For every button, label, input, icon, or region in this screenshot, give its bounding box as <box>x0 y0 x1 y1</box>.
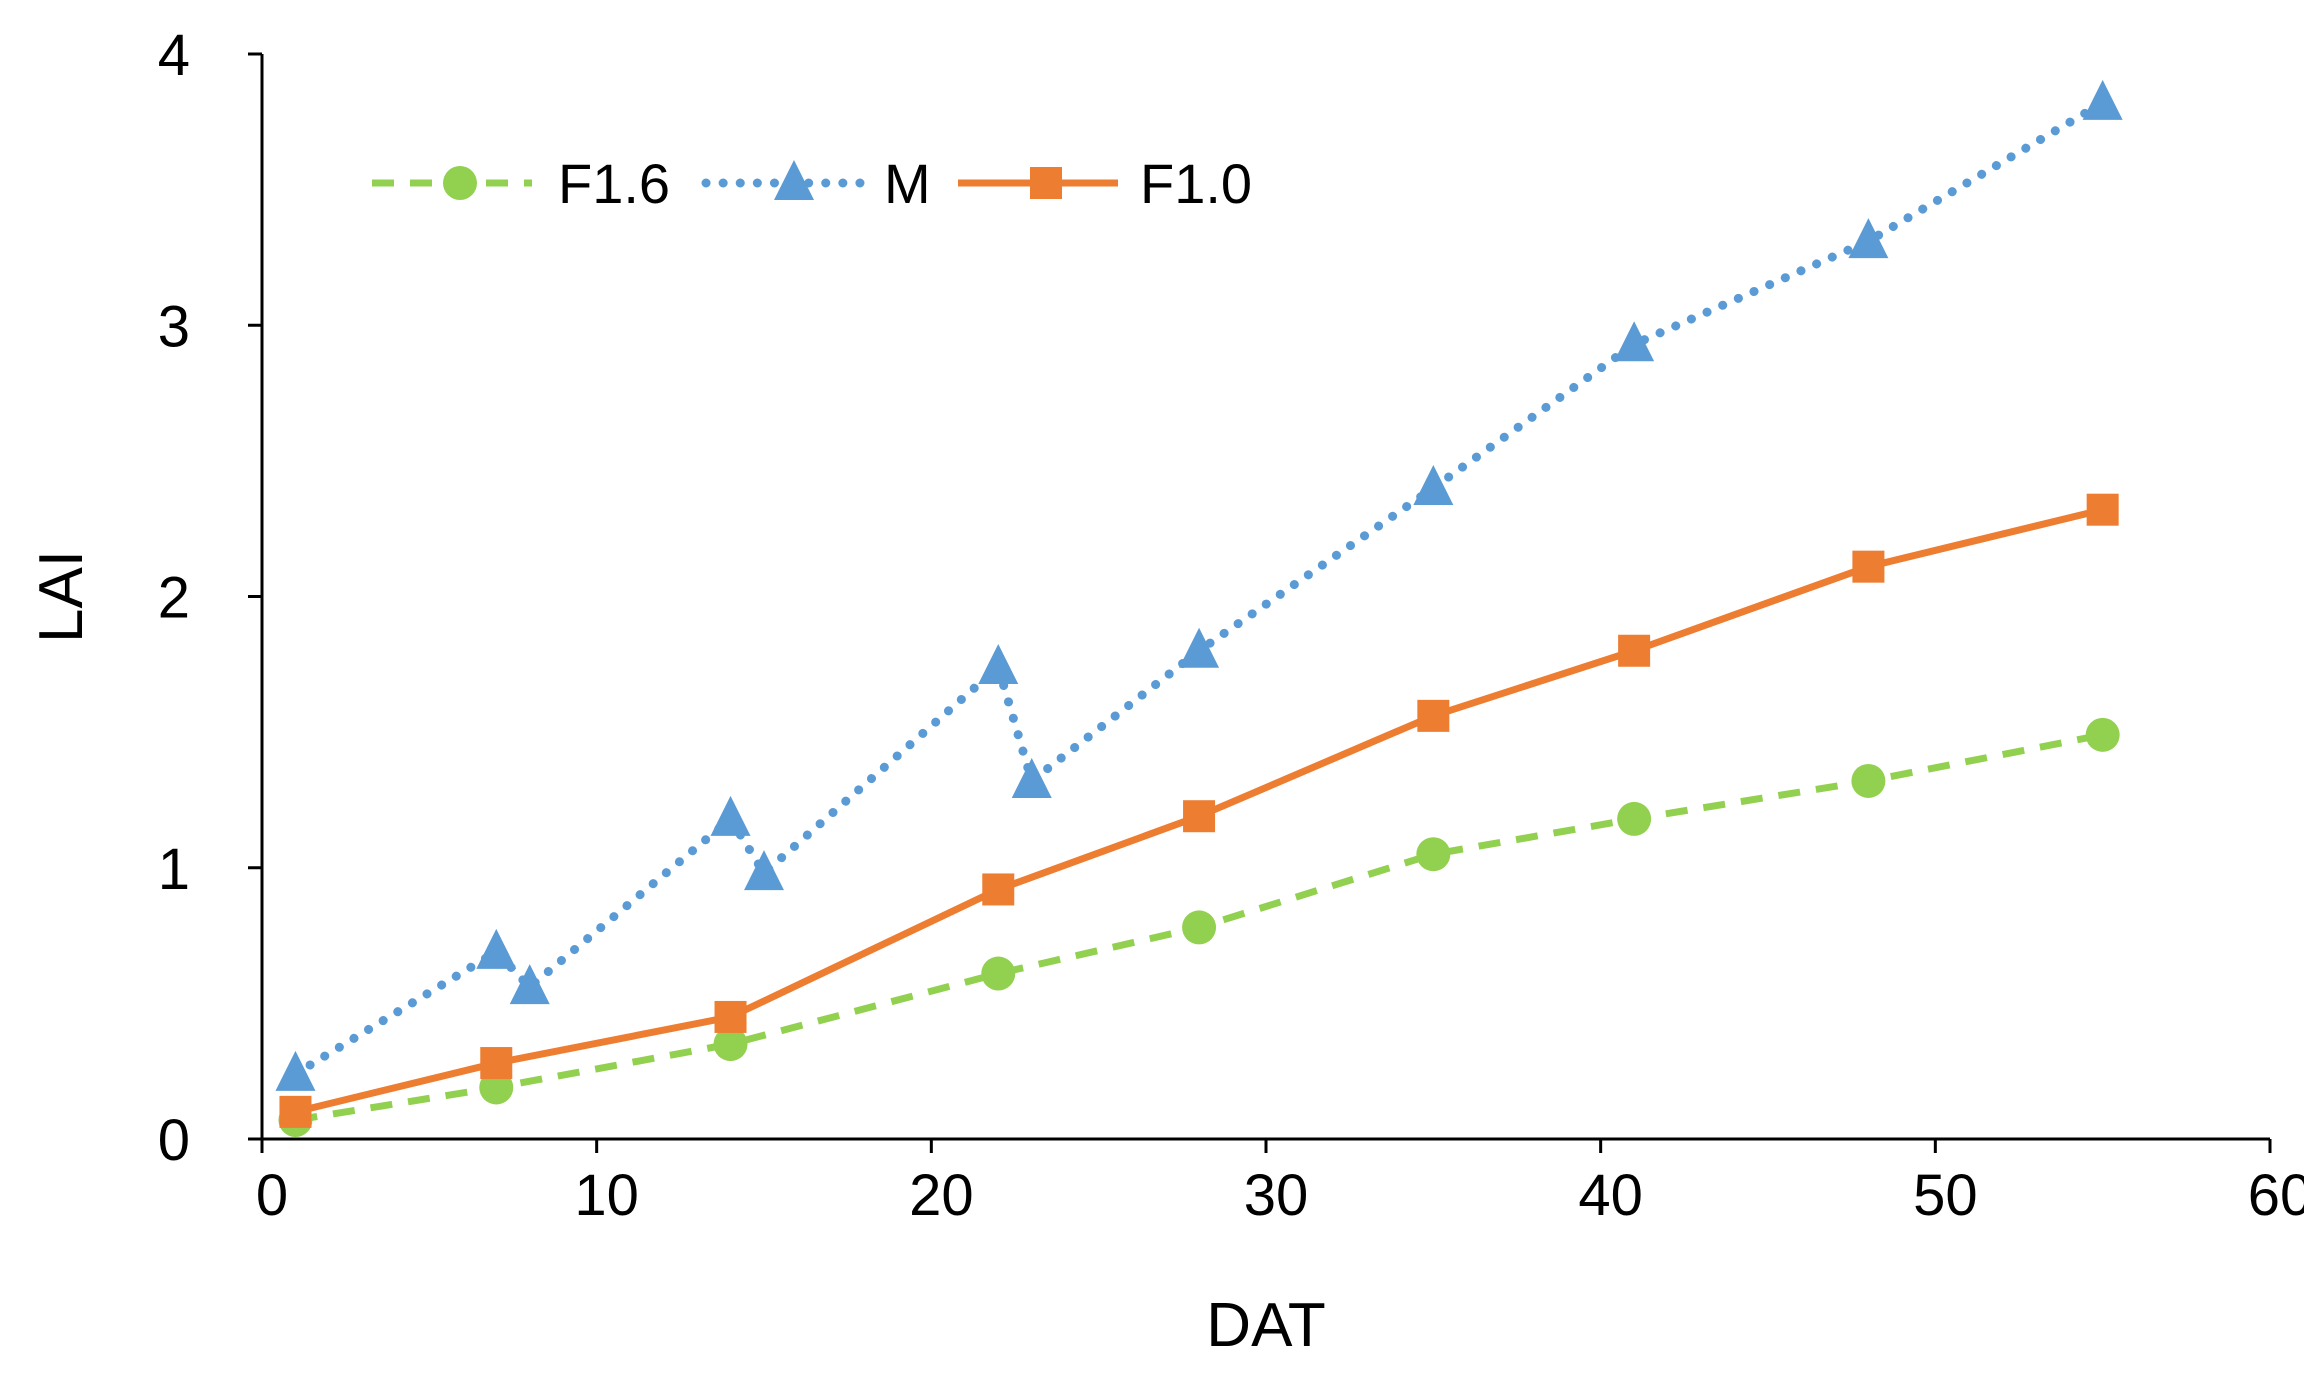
x-tick-label: 30 <box>1244 1163 1309 1228</box>
legend-marker <box>443 166 477 200</box>
data-point <box>279 1095 312 1128</box>
x-tick-label: 40 <box>1578 1163 1643 1228</box>
data-point <box>713 1027 748 1062</box>
data-point <box>744 850 784 891</box>
y-tick-label: 1 <box>158 837 190 902</box>
data-point <box>480 1047 513 1080</box>
data-point <box>1183 800 1216 833</box>
data-point <box>1179 627 1220 668</box>
data-point <box>1614 321 1655 362</box>
y-tick-label: 4 <box>158 23 190 88</box>
legend: F1.6 M F1.0 <box>372 152 1252 215</box>
data-point <box>2086 493 2119 526</box>
data-point <box>710 795 751 836</box>
data-point <box>714 1000 747 1033</box>
data-point <box>978 644 1019 685</box>
series-f1-0 <box>279 493 2119 1128</box>
y-tick-label: 2 <box>158 566 190 631</box>
data-point <box>1413 465 1454 505</box>
x-tick-label: 0 <box>256 1163 288 1228</box>
legend-item: F1.0 <box>958 152 1252 215</box>
x-tick-label: 10 <box>574 1163 639 1228</box>
legend-item: M <box>701 152 931 215</box>
data-point <box>1011 757 1052 798</box>
data-point <box>981 956 1016 991</box>
data-point <box>1617 801 1652 836</box>
data-point <box>1182 910 1217 945</box>
legend-label: F1.6 <box>558 152 670 215</box>
x-tick-label: 20 <box>909 1163 974 1228</box>
series-layer <box>275 79 2123 1138</box>
legend-marker <box>774 160 814 200</box>
x-axis-title: DAT <box>1206 1291 1325 1360</box>
data-point <box>1618 634 1651 667</box>
data-point <box>275 1050 316 1091</box>
data-point <box>1848 218 1889 259</box>
data-point <box>2085 717 2120 752</box>
y-tick-label: 0 <box>158 1108 190 1173</box>
x-tick-label: 50 <box>1913 1163 1978 1228</box>
data-point <box>2082 79 2123 120</box>
y-axis-title: LAI <box>27 550 96 643</box>
legend-item: F1.6 <box>372 152 670 215</box>
legend-label: M <box>884 152 931 215</box>
data-point <box>1852 550 1885 583</box>
data-point <box>1416 837 1451 872</box>
legend-label: F1.0 <box>1140 152 1252 215</box>
data-point <box>1851 763 1886 798</box>
data-point <box>1417 699 1450 732</box>
y-tick-label: 3 <box>158 294 190 359</box>
data-point <box>476 928 517 969</box>
data-point <box>982 873 1015 906</box>
data-point <box>509 964 550 1005</box>
legend-marker <box>1030 167 1062 199</box>
series-f1-6 <box>278 717 2120 1138</box>
series-m <box>275 79 2123 1091</box>
x-tick-label: 60 <box>2248 1163 2304 1228</box>
